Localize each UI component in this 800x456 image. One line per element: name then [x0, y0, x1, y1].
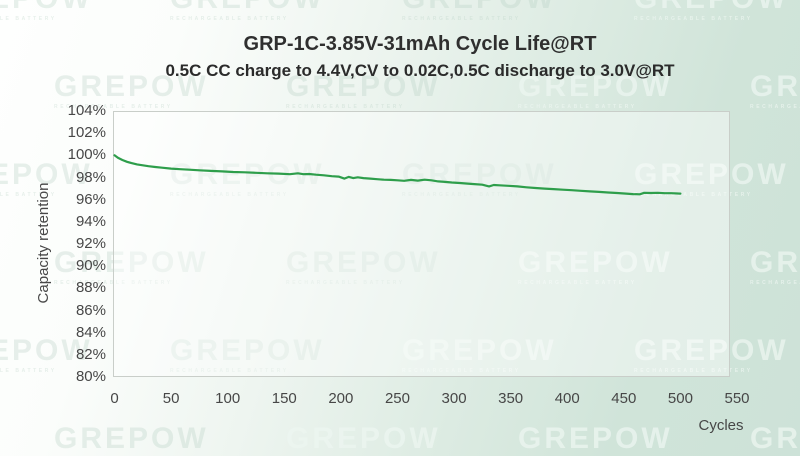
x-tick-label: 350: [498, 390, 524, 407]
x-tick-label: 250: [384, 390, 410, 407]
x-tick-label: 550: [724, 390, 750, 407]
x-tick-label: 500: [667, 390, 693, 407]
grepow-logo-text: GREPOW: [0, 0, 93, 14]
grepow-tagline-text: RECHARGEABLE BATTERY: [750, 280, 800, 286]
x-tick-label: 0: [110, 390, 119, 407]
grepow-tagline-text: RECHARGEABLE BATTERY: [286, 104, 405, 110]
x-tick-label: 100: [215, 390, 241, 407]
x-tick-label: 150: [271, 390, 297, 407]
x-tick-label: 450: [611, 390, 637, 407]
y-tick-label: 92%: [75, 235, 106, 252]
grepow-watermark: GREPOW RECHARGEABLE BATTERY: [170, 0, 325, 22]
grepow-watermark: GREPOW RECHARGEABLE BATTERY: [0, 0, 93, 22]
grepow-watermark: GREPOW RECHARGEABLE BATTERY: [402, 0, 557, 22]
plot-area: [113, 111, 730, 377]
chart-subtitle: 0.5C CC charge to 4.4V,CV to 0.02C,0.5C …: [165, 61, 675, 80]
y-tick-label: 100%: [67, 146, 106, 164]
grepow-tagline-text: RECHARGEABLE BATTERY: [170, 16, 289, 22]
x-tick-label: 200: [328, 390, 354, 407]
grepow-logo-text: GREPOW: [750, 246, 800, 279]
grepow-tagline-text: RECHARGEABLE BATTERY: [750, 104, 800, 110]
y-tick-label: 82%: [75, 345, 106, 363]
grepow-logo-text: GREPOW: [518, 422, 673, 455]
y-tick-label: 96%: [75, 190, 106, 208]
grepow-logo-text: GREPOW: [54, 422, 209, 455]
grepow-tagline-text: RECHARGEABLE BATTERY: [402, 16, 521, 22]
y-tick-label: 102%: [67, 124, 106, 142]
y-tick-label: 104%: [67, 102, 106, 119]
grepow-logo-text: GREPOW: [286, 422, 441, 455]
grepow-logo-text: GREPOW: [402, 0, 557, 14]
grepow-logo-text: GREPOW: [634, 0, 789, 14]
grepow-watermark: GREPOW RECHARGEABLE BATTERY: [634, 0, 789, 22]
y-tick-label: 94%: [75, 212, 106, 230]
y-tick-label: 98%: [75, 168, 106, 186]
grepow-tagline-text: RECHARGEABLE BATTERY: [518, 104, 637, 110]
y-tick-label: 80%: [75, 368, 106, 385]
chart-title: GRP-1C-3.85V-31mAh Cycle Life@RT: [243, 33, 597, 55]
x-tick-label: 50: [162, 390, 180, 407]
y-axis-title: Capacity retention: [35, 182, 52, 304]
x-tick-label: 300: [441, 390, 467, 407]
grepow-tagline-text: RECHARGEABLE BATTERY: [634, 16, 753, 22]
grepow-tagline-text: RECHARGEABLE BATTERY: [0, 16, 57, 22]
y-tick-label: 84%: [75, 323, 106, 341]
grepow-logo-text: GREPOW: [170, 0, 325, 14]
y-tick-label: 86%: [75, 301, 106, 319]
y-tick-label: 90%: [75, 257, 106, 275]
y-tick-label: 88%: [75, 279, 106, 297]
x-axis-title: Cycles: [698, 417, 744, 434]
x-tick-label: 400: [554, 390, 580, 407]
